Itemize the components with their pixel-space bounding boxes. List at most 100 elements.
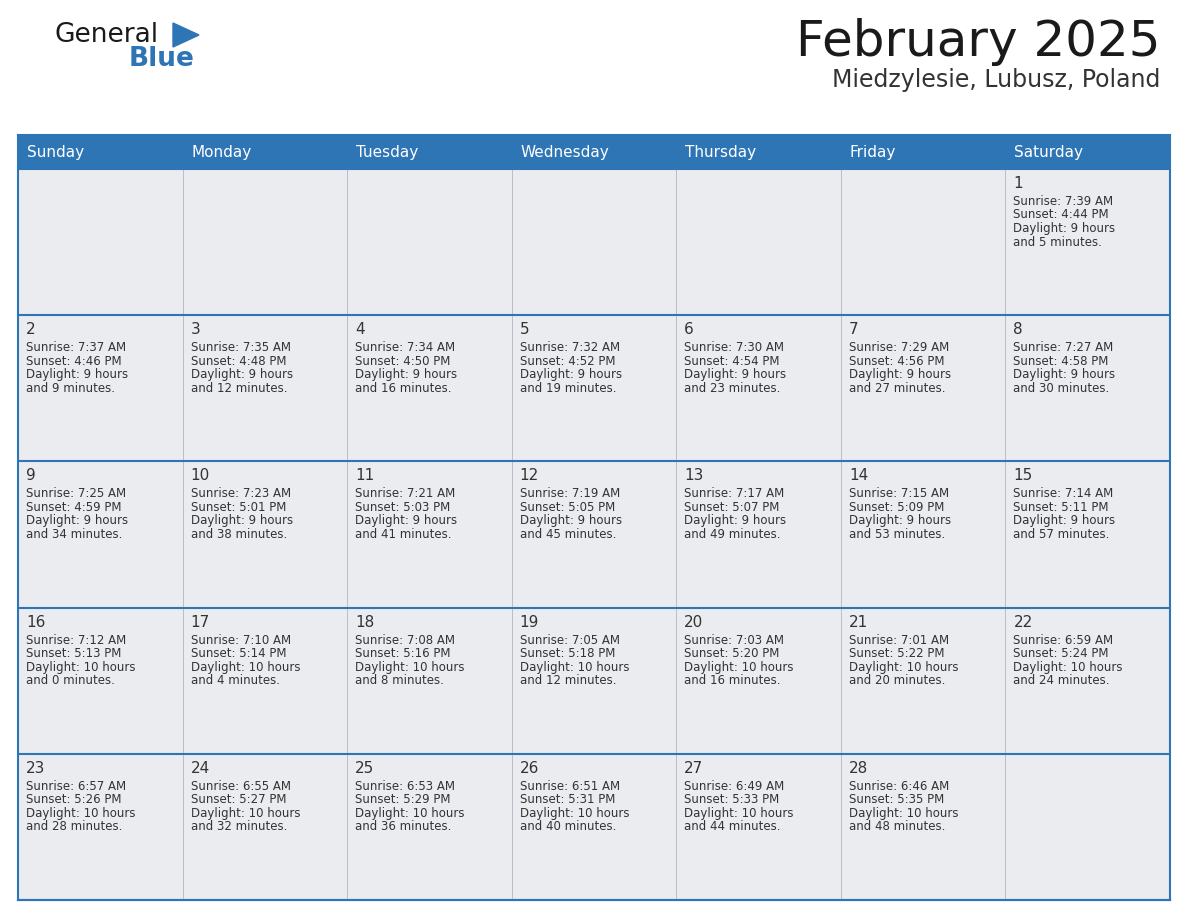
Bar	[18, 754, 1170, 900]
Text: 17: 17	[190, 614, 210, 630]
Text: Daylight: 10 hours: Daylight: 10 hours	[519, 807, 630, 820]
Text: Sunrise: 7:25 AM: Sunrise: 7:25 AM	[26, 487, 126, 500]
Text: Sunset: 5:05 PM: Sunset: 5:05 PM	[519, 501, 615, 514]
Text: 7: 7	[849, 322, 859, 337]
Text: Daylight: 10 hours: Daylight: 10 hours	[684, 807, 794, 820]
Text: 1: 1	[1013, 176, 1023, 191]
Text: Friday: Friday	[849, 144, 896, 160]
Text: Daylight: 9 hours: Daylight: 9 hours	[1013, 222, 1116, 235]
Text: and 12 minutes.: and 12 minutes.	[519, 674, 617, 687]
Text: 9: 9	[26, 468, 36, 484]
Text: Sunrise: 7:05 AM: Sunrise: 7:05 AM	[519, 633, 620, 646]
Text: Sunset: 5:33 PM: Sunset: 5:33 PM	[684, 793, 779, 806]
Text: and 0 minutes.: and 0 minutes.	[26, 674, 115, 687]
Text: 15: 15	[1013, 468, 1032, 484]
Text: Sunset: 5:16 PM: Sunset: 5:16 PM	[355, 647, 450, 660]
Text: Daylight: 10 hours: Daylight: 10 hours	[190, 807, 301, 820]
Text: Daylight: 9 hours: Daylight: 9 hours	[190, 514, 292, 528]
Text: 28: 28	[849, 761, 868, 776]
Text: and 30 minutes.: and 30 minutes.	[1013, 382, 1110, 395]
Text: Daylight: 9 hours: Daylight: 9 hours	[519, 368, 621, 381]
Text: Sunrise: 7:15 AM: Sunrise: 7:15 AM	[849, 487, 949, 500]
Text: Miedzylesie, Lubusz, Poland: Miedzylesie, Lubusz, Poland	[832, 68, 1159, 92]
Text: Daylight: 10 hours: Daylight: 10 hours	[684, 661, 794, 674]
Text: 13: 13	[684, 468, 703, 484]
Text: 21: 21	[849, 614, 868, 630]
Text: Sunset: 5:22 PM: Sunset: 5:22 PM	[849, 647, 944, 660]
Text: Sunset: 4:52 PM: Sunset: 4:52 PM	[519, 354, 615, 368]
Text: Sunset: 4:54 PM: Sunset: 4:54 PM	[684, 354, 779, 368]
Text: Sunset: 5:14 PM: Sunset: 5:14 PM	[190, 647, 286, 660]
Polygon shape	[173, 23, 200, 47]
Bar	[18, 169, 1170, 315]
Text: 6: 6	[684, 322, 694, 337]
Text: Sunset: 5:01 PM: Sunset: 5:01 PM	[190, 501, 286, 514]
Text: Sunset: 5:09 PM: Sunset: 5:09 PM	[849, 501, 944, 514]
Text: 26: 26	[519, 761, 539, 776]
Text: Sunrise: 7:19 AM: Sunrise: 7:19 AM	[519, 487, 620, 500]
Text: and 41 minutes.: and 41 minutes.	[355, 528, 451, 541]
Text: 4: 4	[355, 322, 365, 337]
Text: Sunset: 5:07 PM: Sunset: 5:07 PM	[684, 501, 779, 514]
Text: Sunrise: 7:30 AM: Sunrise: 7:30 AM	[684, 341, 784, 354]
Text: Sunrise: 7:08 AM: Sunrise: 7:08 AM	[355, 633, 455, 646]
Text: 24: 24	[190, 761, 210, 776]
Text: Daylight: 10 hours: Daylight: 10 hours	[26, 807, 135, 820]
Text: Sunset: 5:26 PM: Sunset: 5:26 PM	[26, 793, 121, 806]
Text: Sunrise: 7:27 AM: Sunrise: 7:27 AM	[1013, 341, 1113, 354]
Text: Sunset: 5:03 PM: Sunset: 5:03 PM	[355, 501, 450, 514]
Text: Sunset: 4:44 PM: Sunset: 4:44 PM	[1013, 208, 1110, 221]
Text: Sunrise: 6:51 AM: Sunrise: 6:51 AM	[519, 779, 620, 793]
Text: Daylight: 10 hours: Daylight: 10 hours	[849, 661, 959, 674]
Text: 16: 16	[26, 614, 45, 630]
Text: Sunset: 4:59 PM: Sunset: 4:59 PM	[26, 501, 121, 514]
Text: Sunrise: 7:03 AM: Sunrise: 7:03 AM	[684, 633, 784, 646]
Text: Sunset: 4:48 PM: Sunset: 4:48 PM	[190, 354, 286, 368]
Text: February 2025: February 2025	[796, 18, 1159, 66]
Text: Sunset: 5:24 PM: Sunset: 5:24 PM	[1013, 647, 1108, 660]
Text: Sunrise: 7:37 AM: Sunrise: 7:37 AM	[26, 341, 126, 354]
Text: and 4 minutes.: and 4 minutes.	[190, 674, 279, 687]
Text: Sunset: 5:11 PM: Sunset: 5:11 PM	[1013, 501, 1108, 514]
Text: and 19 minutes.: and 19 minutes.	[519, 382, 617, 395]
Text: and 48 minutes.: and 48 minutes.	[849, 821, 946, 834]
Text: 19: 19	[519, 614, 539, 630]
Text: and 44 minutes.: and 44 minutes.	[684, 821, 781, 834]
Text: Daylight: 10 hours: Daylight: 10 hours	[519, 661, 630, 674]
Text: Daylight: 9 hours: Daylight: 9 hours	[190, 368, 292, 381]
Text: Daylight: 9 hours: Daylight: 9 hours	[26, 514, 128, 528]
Text: Daylight: 9 hours: Daylight: 9 hours	[1013, 514, 1116, 528]
Text: Saturday: Saturday	[1015, 144, 1083, 160]
Text: Sunset: 5:35 PM: Sunset: 5:35 PM	[849, 793, 944, 806]
Text: Sunrise: 7:23 AM: Sunrise: 7:23 AM	[190, 487, 291, 500]
Text: Sunset: 4:50 PM: Sunset: 4:50 PM	[355, 354, 450, 368]
Text: 14: 14	[849, 468, 868, 484]
Text: 20: 20	[684, 614, 703, 630]
Text: Sunrise: 7:35 AM: Sunrise: 7:35 AM	[190, 341, 291, 354]
Text: Sunrise: 7:01 AM: Sunrise: 7:01 AM	[849, 633, 949, 646]
Text: Daylight: 9 hours: Daylight: 9 hours	[1013, 368, 1116, 381]
Text: and 16 minutes.: and 16 minutes.	[355, 382, 451, 395]
Text: and 38 minutes.: and 38 minutes.	[190, 528, 286, 541]
Text: Sunset: 5:27 PM: Sunset: 5:27 PM	[190, 793, 286, 806]
Bar	[18, 608, 1170, 754]
Text: 2: 2	[26, 322, 36, 337]
Text: 23: 23	[26, 761, 45, 776]
Text: Sunrise: 7:17 AM: Sunrise: 7:17 AM	[684, 487, 784, 500]
Text: Daylight: 9 hours: Daylight: 9 hours	[519, 514, 621, 528]
Text: Sunrise: 7:39 AM: Sunrise: 7:39 AM	[1013, 195, 1113, 208]
Text: Sunset: 5:18 PM: Sunset: 5:18 PM	[519, 647, 615, 660]
Text: 8: 8	[1013, 322, 1023, 337]
Text: Daylight: 9 hours: Daylight: 9 hours	[355, 368, 457, 381]
Text: and 12 minutes.: and 12 minutes.	[190, 382, 287, 395]
Text: and 9 minutes.: and 9 minutes.	[26, 382, 115, 395]
Text: and 53 minutes.: and 53 minutes.	[849, 528, 946, 541]
Text: Sunrise: 6:46 AM: Sunrise: 6:46 AM	[849, 779, 949, 793]
Text: 12: 12	[519, 468, 539, 484]
Text: Sunrise: 7:10 AM: Sunrise: 7:10 AM	[190, 633, 291, 646]
Text: Sunrise: 7:14 AM: Sunrise: 7:14 AM	[1013, 487, 1113, 500]
Text: and 24 minutes.: and 24 minutes.	[1013, 674, 1110, 687]
Text: and 49 minutes.: and 49 minutes.	[684, 528, 781, 541]
Text: Daylight: 9 hours: Daylight: 9 hours	[355, 514, 457, 528]
Bar	[18, 462, 1170, 608]
